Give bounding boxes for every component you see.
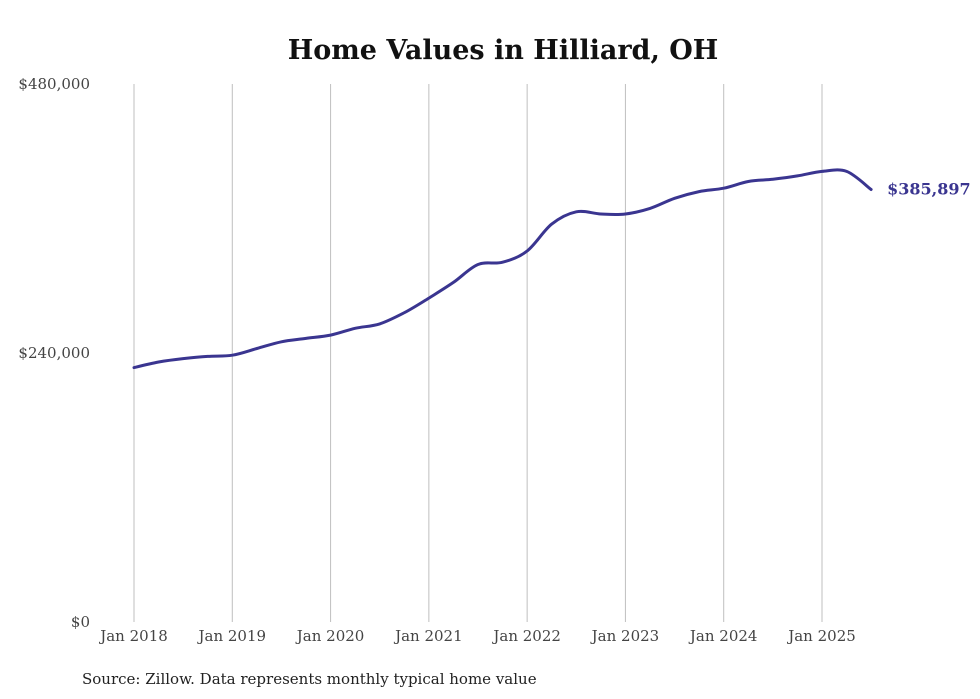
x-axis-ticks: Jan 2018 Jan 2019 Jan 2020 Jan 2021 Jan 2022… bbox=[98, 627, 856, 645]
chart-title: Home Values in Hilliard, OH bbox=[288, 35, 719, 66]
y-tick-label: $240,000 bbox=[18, 344, 90, 362]
x-tick-label: Jan 2018 bbox=[98, 627, 168, 645]
gridlines bbox=[133, 84, 823, 622]
x-tick-label: Jan 2020 bbox=[295, 627, 365, 645]
y-tick-label: $0 bbox=[71, 613, 90, 631]
source-note: Source: Zillow. Data represents monthly … bbox=[82, 670, 537, 688]
y-axis-ticks: $0 $240,000 $480,000 bbox=[18, 75, 90, 631]
x-tick-label: Jan 2022 bbox=[491, 627, 561, 645]
x-tick-label: Jan 2019 bbox=[197, 627, 267, 645]
series-line-home-value bbox=[132, 168, 873, 370]
x-tick-label: Jan 2025 bbox=[786, 627, 856, 645]
x-tick-label: Jan 2021 bbox=[393, 627, 463, 645]
end-value-label: $385,897 bbox=[887, 179, 971, 198]
x-tick-label: Jan 2023 bbox=[590, 627, 660, 645]
x-tick-label: Jan 2024 bbox=[688, 627, 758, 645]
y-tick-label: $480,000 bbox=[18, 75, 90, 93]
